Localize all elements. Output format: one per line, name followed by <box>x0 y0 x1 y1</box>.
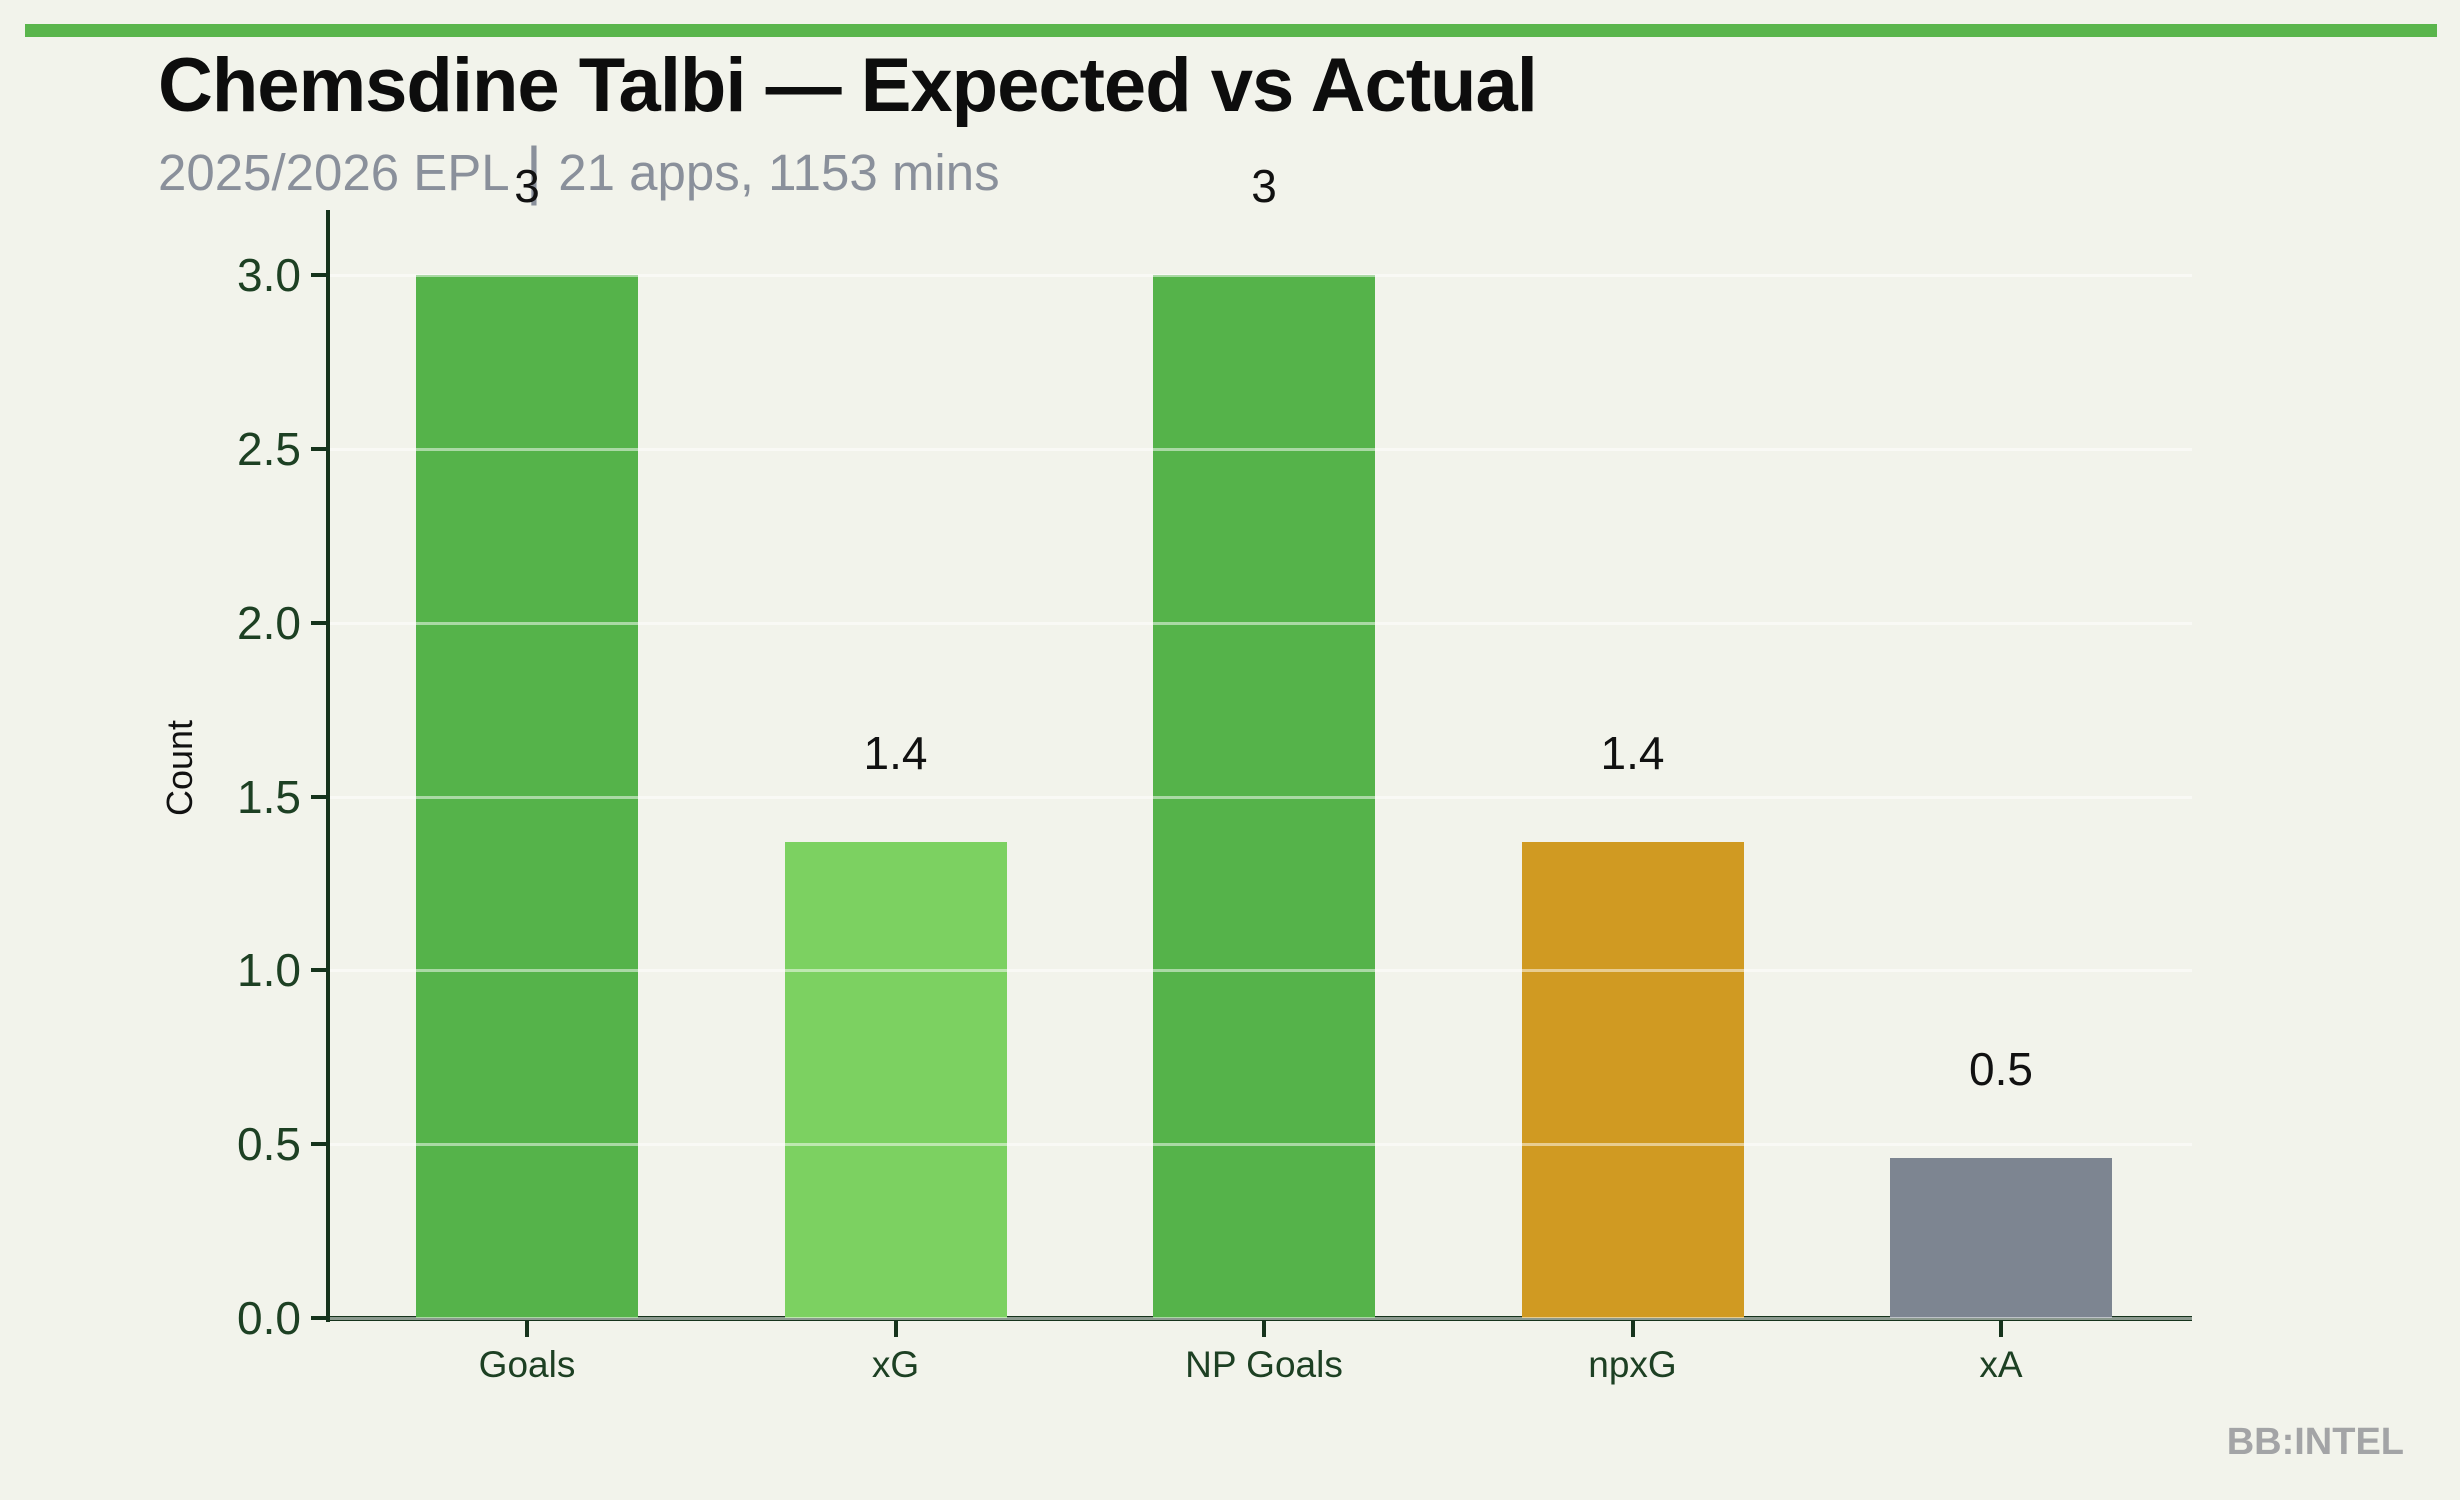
subtitle-season: 2025/2026 EPL <box>158 143 510 201</box>
y-tick-label: 0.0 <box>237 1292 301 1344</box>
x-tick-mark <box>893 1318 898 1337</box>
y-tick-label: 0.5 <box>237 1118 301 1171</box>
gridline <box>330 621 2192 625</box>
y-tick-label: 2.0 <box>237 596 301 649</box>
x-tick-mark <box>525 1318 529 1337</box>
y-tick-mark <box>311 446 330 451</box>
bar <box>1890 1158 2112 1318</box>
chart-title: Chemsdine Talbi — Expected vs Actual <box>158 43 1538 128</box>
bar-value-label: 1.4 <box>1600 726 1665 779</box>
y-tick-label: 2.5 <box>237 422 301 475</box>
subtitle-apps-mins: 21 apps, 1153 mins <box>558 143 1000 201</box>
bar-value-label: 1.4 <box>863 726 928 779</box>
chart-subtitle: 2025/2026 EPL | 21 apps, 1153 mins <box>158 134 1000 206</box>
x-tick-mark <box>1630 1318 1635 1337</box>
y-tick-label: 3.0 <box>237 249 301 301</box>
gridline <box>330 274 2192 277</box>
x-tick-label: npxG <box>1588 1344 1677 1385</box>
y-tick-mark <box>311 794 330 799</box>
gridline <box>330 795 2192 799</box>
y-tick-label: 1.0 <box>237 944 301 997</box>
x-tick-label: xA <box>1979 1344 2023 1385</box>
top-accent-strip <box>25 24 2437 37</box>
y-tick-mark <box>311 620 330 625</box>
y-axis-spine <box>326 210 330 1322</box>
y-tick-mark <box>311 1316 330 1320</box>
y-tick-mark <box>311 1142 330 1147</box>
bar-value-label: 3 <box>1251 160 1277 212</box>
watermark: BB:INTEL <box>2226 1421 2404 1463</box>
bar-value-label: 0.5 <box>1969 1043 2033 1096</box>
gridline <box>330 447 2192 451</box>
y-tick-mark <box>311 273 330 277</box>
subtitle-separator: | <box>525 134 543 206</box>
x-tick-mark <box>1262 1318 1266 1337</box>
y-tick-mark <box>311 968 330 973</box>
x-tick-label: Goals <box>478 1344 576 1385</box>
gridline <box>330 969 2192 973</box>
gridline <box>330 1317 2192 1320</box>
bar <box>784 841 1007 1318</box>
gridline <box>330 1143 2192 1147</box>
y-tick-label: 1.5 <box>237 770 301 823</box>
bar-value-label: 3 <box>514 160 540 212</box>
x-tick-mark <box>1999 1318 2003 1337</box>
bar <box>1521 841 1744 1318</box>
x-tick-label: NP Goals <box>1185 1344 1343 1385</box>
x-tick-label: xG <box>871 1344 920 1385</box>
